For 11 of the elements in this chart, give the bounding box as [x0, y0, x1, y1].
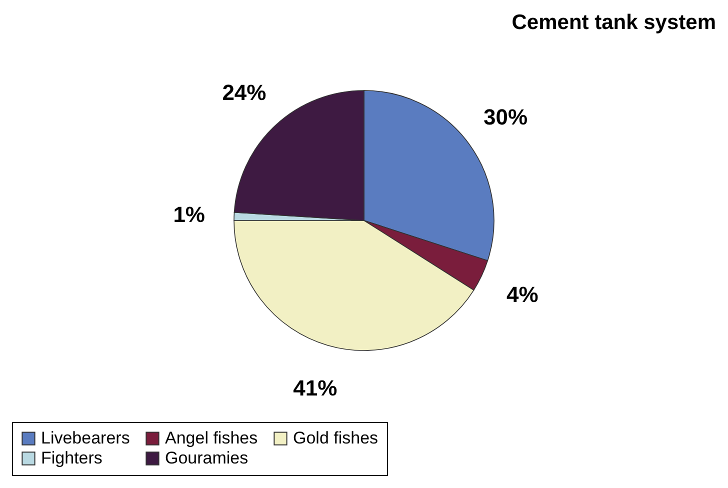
- legend-label: Fighters: [41, 448, 102, 468]
- legend-label: Angel fishes: [165, 428, 258, 448]
- text: Cement tank system: [512, 11, 716, 34]
- data-label: 41%: [293, 376, 338, 401]
- data-label: 1%: [173, 202, 205, 228]
- data-label: 24%: [222, 80, 266, 105]
- data-label: 30%: [484, 104, 528, 130]
- legend-label: Livebearers: [41, 428, 130, 448]
- legend-label: Gold fishes: [293, 428, 378, 448]
- data-label: 4%: [506, 282, 538, 308]
- legend-label: Gouramies: [165, 448, 248, 468]
